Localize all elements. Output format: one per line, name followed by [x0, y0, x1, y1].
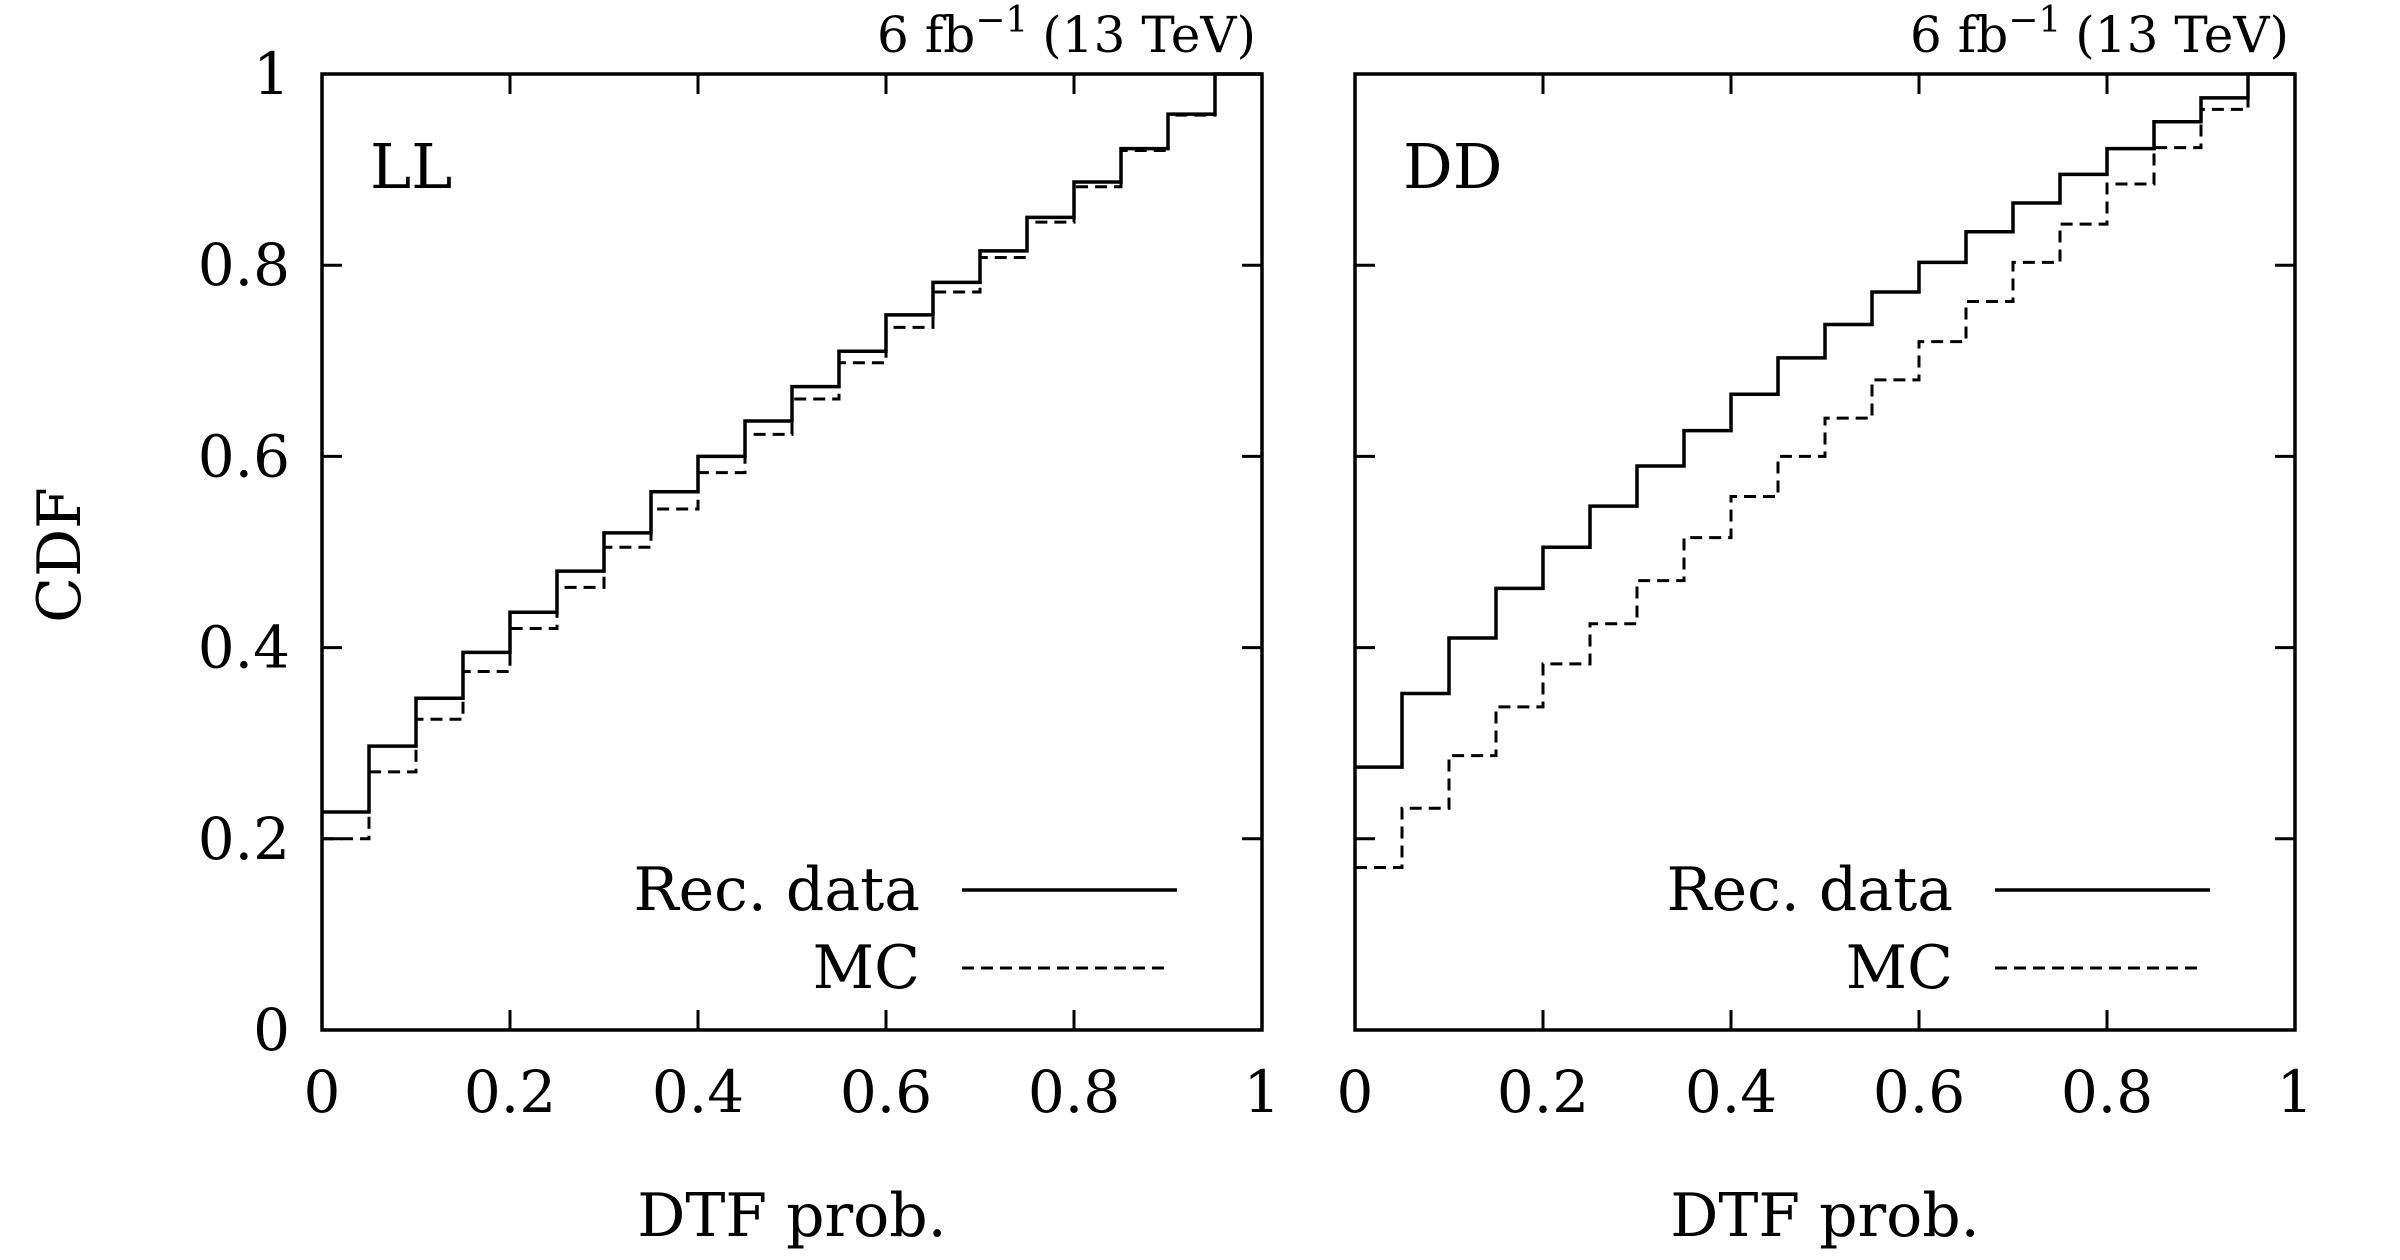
- panel-dd: 0 0.2 0.4 0.6 0.8 1 DTF prob. 6 fb−1 (13 TeV) DD R…: [1337, 0, 2314, 1251]
- y-tick-label: 0.4: [198, 614, 290, 682]
- luminosity-suffix: (13 TeV): [1042, 6, 1256, 64]
- luminosity-base: 6 fb: [877, 6, 975, 64]
- x-tick-label: 0: [304, 1058, 341, 1126]
- x-tick-label: 0.6: [1873, 1058, 1965, 1126]
- luminosity-base: 6 fb: [1910, 6, 2008, 64]
- y-tick-label: 1: [253, 40, 290, 108]
- y-tick-label: 0.6: [198, 422, 290, 490]
- panel-label: DD: [1403, 130, 1502, 203]
- y-tick-label: 0: [253, 996, 290, 1064]
- x-tick-label: 0: [1337, 1058, 1374, 1126]
- luminosity-suffix: (13 TeV): [2075, 6, 2289, 64]
- x-tick-label: 1: [1244, 1058, 1281, 1126]
- x-tick-label: 1: [2277, 1058, 2314, 1126]
- series-line-mc: [322, 72, 1262, 841]
- x-tick-label: 0.4: [1685, 1058, 1777, 1126]
- luminosity-exponent: −1: [975, 0, 1028, 41]
- x-tick-label: 0.8: [2061, 1058, 2153, 1126]
- plot-frame: [320, 72, 1264, 1032]
- legend-label: MC: [1846, 933, 1953, 1003]
- y-tick-label: 0.8: [198, 231, 290, 299]
- legend-label: MC: [813, 933, 920, 1003]
- plot-frame: [1353, 72, 2297, 1032]
- y-axis-title: CDF: [25, 487, 95, 623]
- x-axis-title: DTF prob.: [1670, 1181, 1980, 1251]
- y-tick-label: 0.2: [198, 805, 290, 873]
- luminosity-label: 6 fb−1 (13 TeV): [877, 0, 1256, 64]
- x-tick-label: 0.2: [1497, 1058, 1589, 1126]
- series-line-rec-data: [1355, 72, 2295, 769]
- series-line-mc: [1355, 72, 2295, 869]
- x-tick-label: 0.6: [840, 1058, 932, 1126]
- panel-ll: 0 0.2 0.4 0.6 0.8 1 0 0.2 0.4 0.6 0.8 1 DTF prob. 6 f…: [198, 0, 1281, 1251]
- luminosity-exponent: −1: [2008, 0, 2061, 41]
- x-tick-label: 0.4: [652, 1058, 744, 1126]
- panel-label: LL: [370, 130, 452, 203]
- luminosity-label: 6 fb−1 (13 TeV): [1910, 0, 2289, 64]
- x-tick-label: 0.8: [1028, 1058, 1120, 1126]
- legend-label: Rec. data: [634, 855, 921, 925]
- x-tick-label: 0.2: [464, 1058, 556, 1126]
- legend-label: Rec. data: [1667, 855, 1954, 925]
- x-axis-title: DTF prob.: [637, 1181, 947, 1251]
